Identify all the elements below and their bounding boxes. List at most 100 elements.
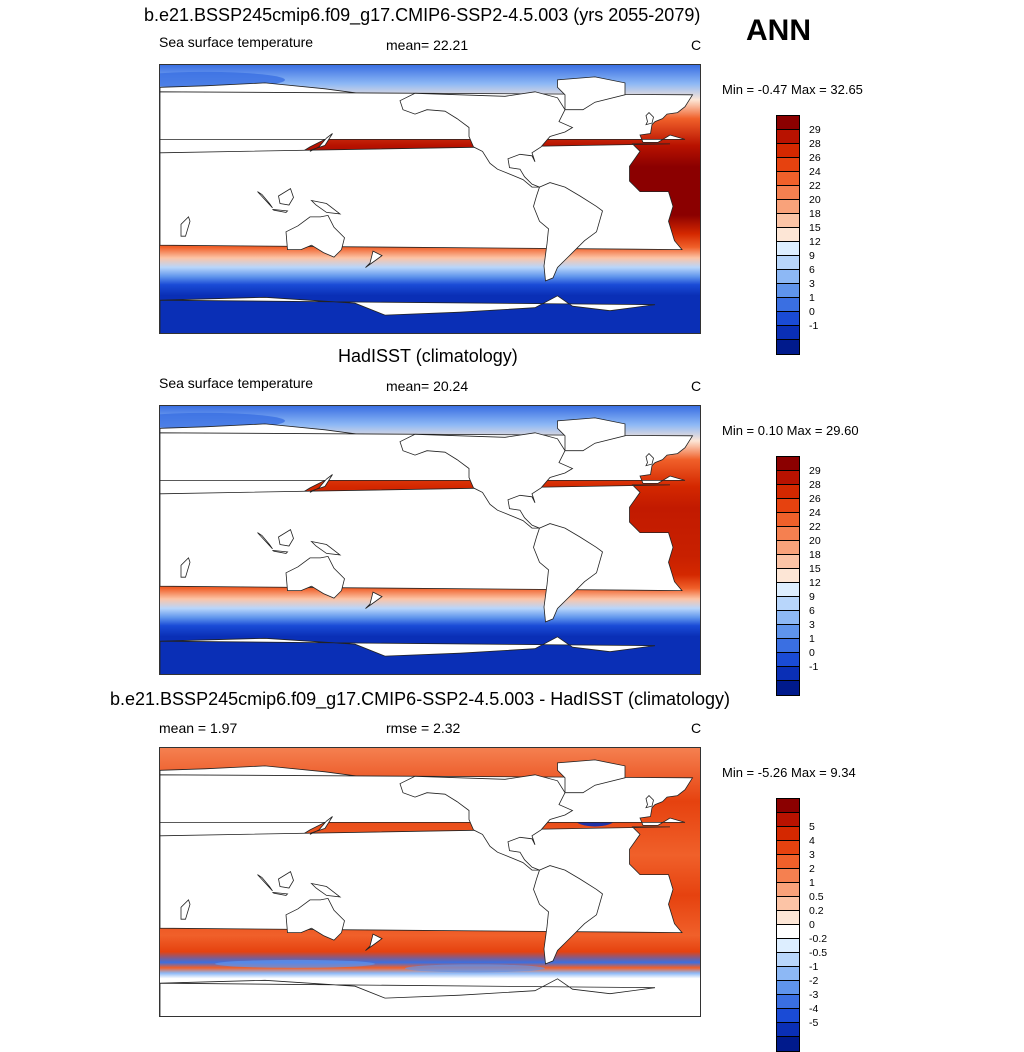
colorbar-segment [777, 925, 799, 939]
season-label: ANN [746, 14, 811, 47]
colorbar-tick-label: -2 [809, 975, 819, 987]
colorbar-tick-label: 24 [809, 166, 821, 178]
land-mass [278, 870, 294, 889]
colorbar-tick-label: 20 [809, 535, 821, 547]
land-mass [533, 523, 603, 623]
colorbar-tick-label: 28 [809, 479, 821, 491]
colorbar-segment [777, 939, 799, 953]
colorbar-tick-label: 0 [809, 919, 815, 931]
land-mass [285, 555, 345, 599]
colorbar-tick-label: 15 [809, 222, 821, 234]
land-mass [160, 636, 656, 674]
colorbar-segment [777, 897, 799, 911]
colorbar-tick-label: -3 [809, 989, 819, 1001]
panel-2-variable: Sea surface temperature [159, 375, 314, 391]
colorbar-segment [777, 326, 799, 340]
colorbar-segment [777, 855, 799, 869]
panel-1-minmax: Min = -0.47 Max = 32.65 [722, 82, 863, 97]
colorbar-tick-label: 18 [809, 208, 821, 220]
land-mass [180, 557, 191, 578]
colorbar-segment [777, 967, 799, 981]
colorbar-tick-label: 5 [809, 821, 815, 833]
colorbar-segment [777, 457, 799, 471]
colorbar-box [776, 115, 800, 355]
land-mass [257, 191, 273, 209]
colorbar-tick-label: 6 [809, 264, 815, 276]
land-mass [365, 250, 383, 268]
colorbar-segment [777, 883, 799, 897]
panel-3-mean: mean = 1.97 [159, 720, 238, 736]
panel-1-units: C [691, 37, 702, 53]
colorbar-tick-label: 4 [809, 835, 815, 847]
southern-ocean-cold-bias [215, 959, 375, 968]
panel-1-title: b.e21.BSSP245cmip6.f09_g17.CMIP6-SSP2-4.… [144, 5, 701, 25]
colorbar-segment [777, 667, 799, 681]
colorbar-segment [777, 471, 799, 485]
land-mass [180, 216, 191, 237]
colorbar-segment [777, 813, 799, 827]
colorbar-tick-label: 3 [809, 619, 815, 631]
panel-1-mean: mean= 22.21 [386, 37, 469, 53]
colorbar-tick-label: 12 [809, 577, 821, 589]
colorbar-segment [777, 597, 799, 611]
colorbar-tick-label: -5 [809, 1017, 819, 1029]
land-mass [557, 759, 626, 794]
colorbar-segment [777, 799, 799, 813]
colorbar-tick-label: -0.2 [809, 933, 828, 945]
land-mass [309, 816, 333, 835]
land-mass [310, 882, 342, 898]
land-mass [309, 474, 333, 493]
colorbar-box [776, 456, 800, 696]
colorbar-tick-label: -4 [809, 1003, 819, 1015]
colorbar-segment [777, 555, 799, 569]
colorbar-segment [777, 827, 799, 841]
land-mass [533, 182, 603, 282]
land-mass [160, 143, 683, 251]
land-mass [645, 795, 654, 809]
colorbar-segment [777, 340, 799, 354]
land-mass [272, 550, 289, 554]
southern-ocean-cold-bias [405, 964, 545, 973]
land-mass [310, 199, 342, 215]
colorbar-segment [777, 995, 799, 1009]
colorbar-tick-label: 0 [809, 647, 815, 659]
panel-3-colorbar: 5 4 3 2 1 0.5 0.2 0 -0.2 -0.5 -1 -2 -3 -4 -5 [776, 798, 827, 1052]
colorbar-tick-label: 12 [809, 236, 821, 248]
colorbar-segment [777, 513, 799, 527]
colorbar-segment [777, 541, 799, 555]
panel-2-map [159, 405, 701, 675]
colorbar-segment [777, 639, 799, 653]
colorbar-tick-label: 18 [809, 549, 821, 561]
colorbar-segment [777, 527, 799, 541]
land-mass [310, 540, 342, 556]
panel-1-colorbar: 29 28 26 24 22 20 18 15 12 9 6 3 1 0 -1 [776, 115, 821, 355]
land-mass [365, 591, 383, 609]
land-mass [557, 76, 626, 111]
colorbar-segment [777, 1009, 799, 1023]
colorbar-segment [777, 611, 799, 625]
land-mass [645, 453, 654, 467]
colorbar-tick-label: 22 [809, 180, 821, 192]
colorbar-segment [777, 1023, 799, 1037]
land-mass [285, 214, 345, 258]
colorbar-tick-label: 22 [809, 521, 821, 533]
colorbar-segment [777, 228, 799, 242]
colorbar-segment [777, 270, 799, 284]
colorbar-segment [777, 653, 799, 667]
panel-2-minmax: Min = 0.10 Max = 29.60 [722, 423, 859, 438]
colorbar-segment [777, 144, 799, 158]
colorbar-tick-label: 3 [809, 849, 815, 861]
colorbar-tick-label: 0 [809, 306, 815, 318]
colorbar-tick-label: 28 [809, 138, 821, 150]
colorbar-segment [777, 312, 799, 326]
colorbar-tick-label: 3 [809, 278, 815, 290]
land-mass [365, 933, 383, 951]
panel-2-title: HadISST (climatology) [338, 346, 518, 366]
colorbar-segment [777, 116, 799, 130]
colorbar-segment [777, 130, 799, 144]
colorbar-tick-label: 1 [809, 292, 815, 304]
land-mass [257, 874, 273, 892]
colorbar-segment [777, 1037, 799, 1051]
colorbar-tick-label: 1 [809, 633, 815, 645]
panel-2-colorbar: 29 28 26 24 22 20 18 15 12 9 6 3 1 0 -1 [776, 456, 821, 696]
